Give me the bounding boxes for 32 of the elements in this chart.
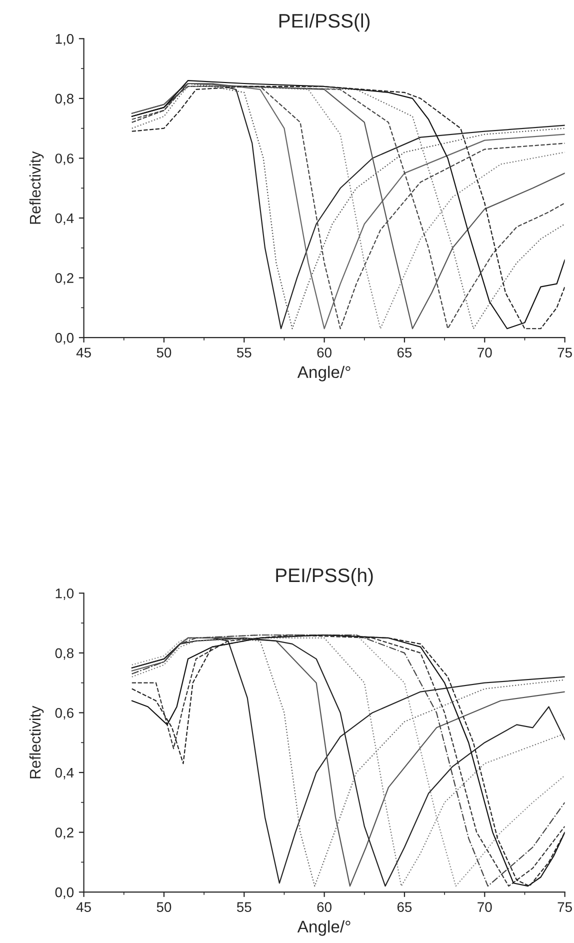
y-tick-label: 0,8 [55, 648, 74, 660]
x-tick-label: 65 [397, 348, 412, 358]
y-tick-label: 0,2 [55, 273, 74, 285]
x-tick-label: 55 [236, 348, 252, 358]
y-axis-title: Reflectivity [29, 151, 44, 224]
x-tick-label: 65 [397, 902, 412, 912]
y-tick-label: 0,6 [55, 154, 74, 166]
y-tick-label: 0,4 [55, 768, 74, 780]
x-axis-title: Angle/° [297, 920, 350, 936]
x-tick-label: 45 [76, 902, 91, 912]
x-tick-label: 50 [156, 902, 172, 912]
x-tick-label: 50 [156, 348, 172, 358]
x-tick-label: 55 [236, 902, 252, 912]
chart-title: PEI/PSS(l) [279, 13, 370, 32]
y-tick-label: 0,4 [55, 213, 74, 225]
y-tick-label: 1,0 [56, 588, 74, 600]
chart-title: PEI/PSS(h) [276, 568, 373, 586]
y-tick-label: 0,2 [55, 828, 74, 840]
y-tick-label: 0,0 [55, 332, 74, 344]
x-tick-label: 45 [76, 348, 91, 358]
x-tick-label: 60 [317, 348, 332, 358]
y-tick-label: 0,0 [55, 887, 74, 899]
x-tick-label: 70 [478, 902, 492, 912]
x-tick-label: 75 [558, 348, 572, 358]
y-axis-title: Reflectivity [29, 706, 44, 778]
y-tick-label: 1,0 [56, 34, 74, 46]
x-tick-label: 75 [558, 902, 572, 912]
x-tick-label: 70 [478, 348, 492, 358]
x-axis-title: Angle/° [297, 366, 350, 382]
y-tick-label: 0,8 [55, 94, 74, 106]
x-tick-label: 60 [317, 902, 332, 912]
y-tick-label: 0,6 [55, 708, 74, 720]
